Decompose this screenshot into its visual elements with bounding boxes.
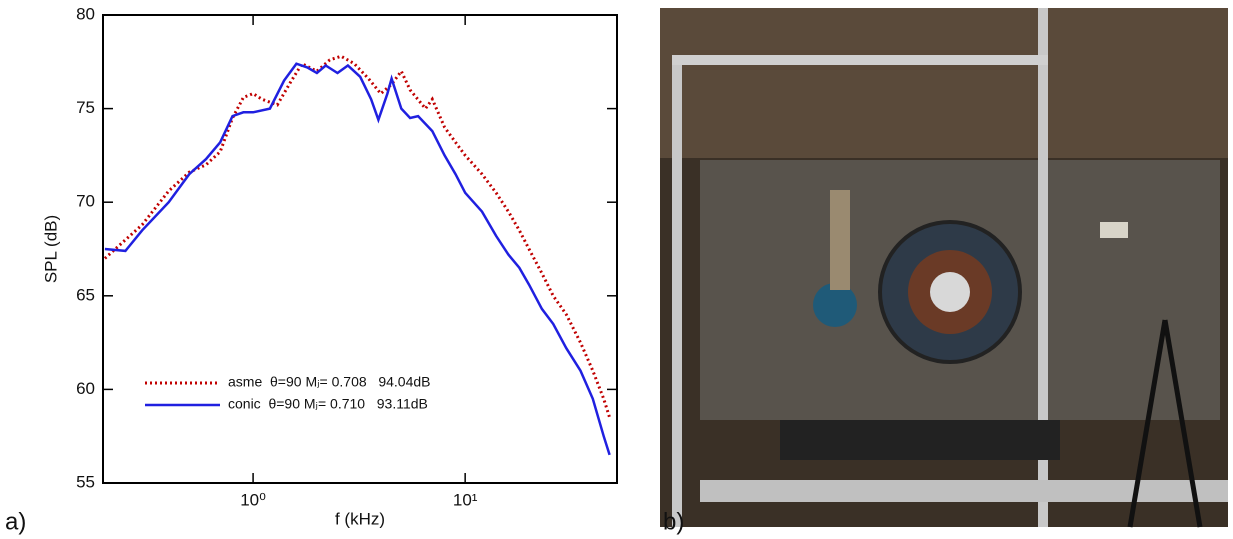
photo-frame-post [1038,8,1048,527]
series-line [104,62,611,456]
y-tick-label: 60 [76,379,95,398]
photo-frame-post [672,60,682,527]
panel-label: b) [663,508,684,535]
series-line [103,54,612,418]
photo [660,8,1228,528]
photo-nozzle [930,272,970,312]
y-tick-label: 75 [76,98,95,117]
x-tick-label: 10⁰ [240,490,266,509]
y-tick-label: 70 [76,192,95,211]
photo-tripod [1162,319,1203,528]
photo-rail [700,480,1228,502]
x-tick-label: 10¹ [453,490,478,509]
photo-tripod [1127,319,1168,528]
panel-label: a) [5,508,26,535]
y-tick-label: 80 [76,4,95,23]
legend-label: conic θ=90 Mⱼ= 0.710 93.11dB [228,396,428,412]
plot-frame [102,14,618,484]
photo-bench [780,420,1060,460]
photo-valve [813,283,857,327]
photo-exit-sign [1100,222,1128,238]
legend-label: asme θ=90 Mⱼ= 0.708 94.04dB [228,374,430,390]
photo-pipe [830,190,850,290]
photo-frame-beam [672,55,1048,65]
x-axis-label: f (kHz) [335,509,385,528]
y-tick-label: 65 [76,285,95,304]
photo-ceiling [660,8,1228,158]
y-axis-label: SPL (dB) [41,215,60,283]
y-tick-label: 55 [76,472,95,491]
